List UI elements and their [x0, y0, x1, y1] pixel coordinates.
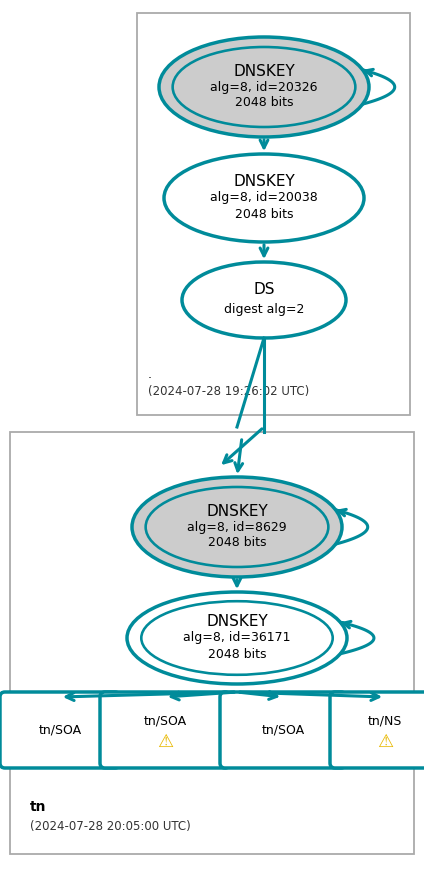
Bar	[137, 13, 410, 415]
FancyBboxPatch shape	[330, 692, 424, 768]
Text: alg=8, id=8629: alg=8, id=8629	[187, 521, 287, 533]
Text: 2048 bits: 2048 bits	[208, 648, 266, 661]
Text: alg=8, id=20326: alg=8, id=20326	[210, 80, 318, 94]
FancyBboxPatch shape	[0, 692, 120, 768]
Text: (2024-07-28 19:26:02 UTC): (2024-07-28 19:26:02 UTC)	[148, 385, 309, 398]
Text: .: .	[148, 368, 152, 381]
Text: (2024-07-28 20:05:00 UTC): (2024-07-28 20:05:00 UTC)	[30, 820, 191, 833]
Text: DS: DS	[253, 282, 275, 297]
Text: 2048 bits: 2048 bits	[235, 96, 293, 109]
Text: alg=8, id=20038: alg=8, id=20038	[210, 191, 318, 205]
Text: tn: tn	[30, 800, 47, 814]
Ellipse shape	[127, 592, 347, 684]
Text: tn/SOA: tn/SOA	[262, 724, 304, 737]
Text: 2048 bits: 2048 bits	[235, 207, 293, 220]
Text: tn/NS: tn/NS	[368, 715, 402, 727]
Text: DNSKEY: DNSKEY	[233, 64, 295, 79]
Text: DNSKEY: DNSKEY	[206, 503, 268, 518]
Text: ⚠: ⚠	[377, 733, 393, 751]
Ellipse shape	[182, 262, 346, 338]
Ellipse shape	[164, 154, 364, 242]
Text: digest alg=2: digest alg=2	[224, 303, 304, 316]
Ellipse shape	[132, 477, 342, 577]
Bar	[10, 432, 414, 854]
Text: 2048 bits: 2048 bits	[208, 537, 266, 550]
Text: DNSKEY: DNSKEY	[206, 614, 268, 629]
FancyBboxPatch shape	[220, 692, 346, 768]
Text: tn/SOA: tn/SOA	[143, 715, 187, 727]
Text: ⚠: ⚠	[157, 733, 173, 751]
Ellipse shape	[159, 37, 369, 137]
Text: DNSKEY: DNSKEY	[233, 175, 295, 190]
Text: alg=8, id=36171: alg=8, id=36171	[183, 632, 291, 644]
Text: tn/SOA: tn/SOA	[39, 724, 81, 737]
FancyBboxPatch shape	[100, 692, 230, 768]
